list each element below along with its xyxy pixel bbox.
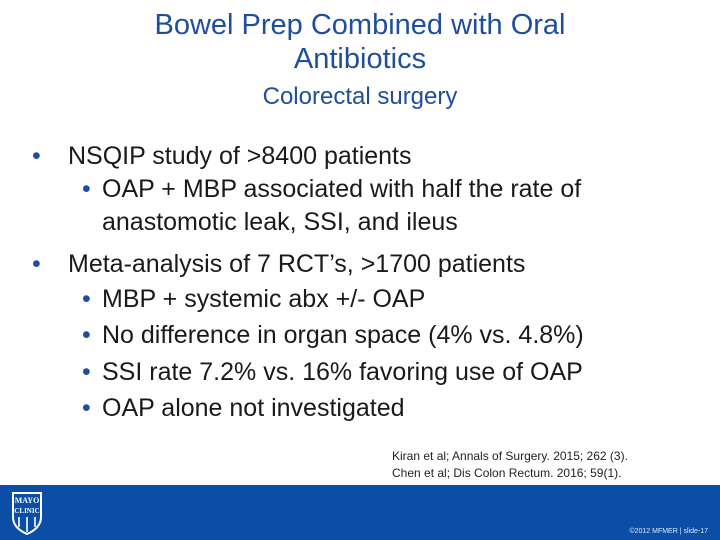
logo-text-bottom: CLINIC: [14, 507, 39, 515]
bullet-text: MBP + systemic abx +/- OAP: [102, 285, 426, 313]
bullet-nsqip: • NSQIP study of >8400 patients: [32, 140, 412, 173]
bullet-dot: •: [82, 358, 91, 386]
references: Kiran et al; Annals of Surgery. 2015; 26…: [392, 448, 628, 482]
sub-bullet-mbp-systemic: • MBP + systemic abx +/- OAP: [82, 283, 425, 316]
logo-text-top: MAYO: [15, 496, 40, 505]
bullet-dot: •: [82, 394, 91, 422]
slide-title-line1: Bowel Prep Combined with Oral: [154, 9, 566, 41]
mayo-clinic-shield-icon: MAYO CLINIC: [12, 492, 42, 535]
bullet-dot: •: [32, 142, 41, 170]
bullet-meta-analysis: • Meta-analysis of 7 RCT’s, >1700 patien…: [32, 248, 525, 281]
sub-bullet-no-difference: • No difference in organ space (4% vs. 4…: [82, 319, 584, 352]
bullet-text: OAP alone not investigated: [102, 394, 405, 422]
bullet-dot: •: [82, 321, 91, 349]
bullet-text: SSI rate 7.2% vs. 16% favoring use of OA…: [102, 358, 583, 386]
sub-bullet-ssi-rate: • SSI rate 7.2% vs. 16% favoring use of …: [82, 356, 583, 389]
sub-bullet-oap-alone: • OAP alone not investigated: [82, 392, 405, 425]
bullet-dot: •: [82, 285, 91, 313]
bullet-dot: •: [82, 175, 91, 203]
footer-bar: MAYO CLINIC ©2012 MFMER | slide-17: [0, 485, 720, 540]
bullet-text: NSQIP study of >8400 patients: [68, 142, 412, 170]
sub-bullet-oap-mbp: • OAP + MBP associated with half the rat…: [82, 173, 581, 239]
bullet-dot: •: [32, 250, 41, 278]
reference-chen: Chen et al; Dis Colon Rectum. 2016; 59(1…: [392, 466, 622, 480]
slide-title: Bowel Prep Combined with Oral Antibiotic…: [0, 8, 720, 76]
slide-subtitle: Colorectal surgery: [262, 83, 458, 110]
reference-kiran: Kiran et al; Annals of Surgery. 2015; 26…: [392, 449, 628, 463]
bullet-text: No difference in organ space (4% vs. 4.8…: [102, 321, 584, 349]
bullet-text: Meta-analysis of 7 RCT’s, >1700 patients: [68, 250, 526, 278]
bullet-text-line2: anastomotic leak, SSI, and ileus: [102, 208, 458, 236]
bullet-text-line1: OAP + MBP associated with half the rate …: [102, 175, 582, 203]
slide-title-line2: Antibiotics: [293, 43, 427, 75]
slide-info: ©2012 MFMER | slide-17: [629, 528, 708, 535]
